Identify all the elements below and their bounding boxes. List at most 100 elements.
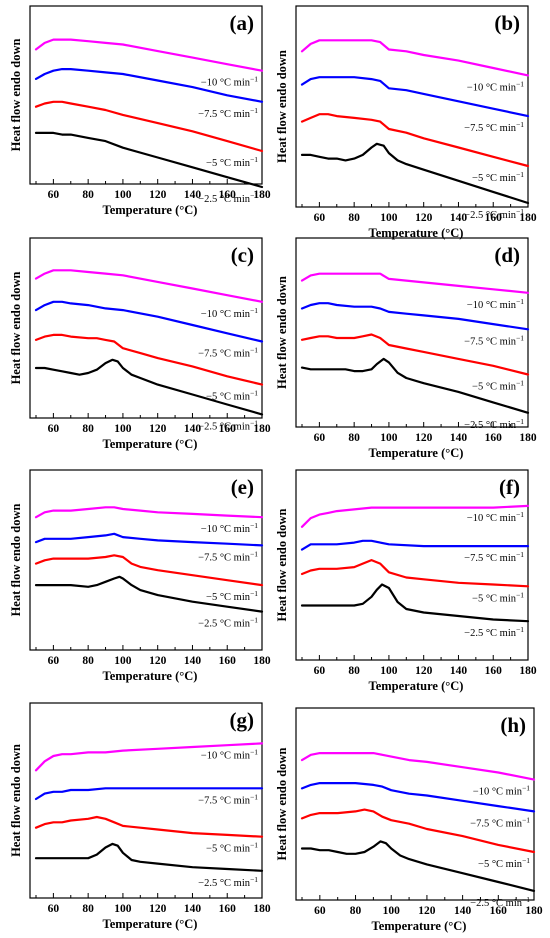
x-tick-label: 60	[314, 432, 326, 444]
series-line	[300, 113, 530, 168]
x-tick-label: 120	[415, 432, 433, 444]
x-tick-label: 180	[253, 189, 271, 201]
plot-frame	[295, 237, 529, 428]
series-rate-label: −2.5 °C min−1	[198, 418, 258, 432]
x-tick-label: 80	[348, 665, 360, 677]
panel-label: (e)	[231, 475, 254, 499]
plot-frame	[29, 237, 263, 419]
y-axis-label: Heat flow endo down	[275, 748, 289, 861]
x-tick-label: 160	[219, 423, 237, 435]
series-rate-label: −2.5 °C min−1	[198, 191, 258, 205]
x-tick-label: 140	[184, 189, 202, 201]
series-rate-label: −5 °C min−1	[472, 590, 524, 604]
x-tick-label: 180	[525, 905, 543, 917]
x-tick-label: 140	[450, 665, 468, 677]
x-tick-label: 120	[415, 665, 433, 677]
series-line	[34, 269, 264, 303]
series-rate-label: −7.5 °C min−1	[198, 106, 258, 120]
panel-label: (c)	[231, 243, 254, 267]
series-rate-label: −5 °C min−1	[206, 589, 258, 603]
x-tick-label: 60	[314, 665, 326, 677]
x-tick-label: 80	[82, 189, 94, 201]
x-tick-label: 120	[149, 423, 167, 435]
series-rate-label: −7.5 °C min−1	[464, 550, 524, 564]
x-axis-label: Temperature (°C)	[369, 226, 464, 240]
x-tick-label: 140	[184, 423, 202, 435]
plot-frame	[29, 469, 263, 651]
series-line	[34, 333, 264, 386]
panel-label: (g)	[230, 708, 255, 732]
x-tick-label: 80	[82, 423, 94, 435]
series-line	[34, 506, 264, 519]
x-tick-label: 60	[48, 655, 60, 667]
series-rate-label: −2.5 °C min−1	[464, 207, 524, 221]
series-line	[34, 842, 264, 872]
x-tick-label: 80	[82, 903, 94, 915]
x-tick-label: 100	[114, 423, 132, 435]
x-tick-label: 100	[380, 432, 398, 444]
x-tick-label: 80	[350, 905, 362, 917]
series-line	[300, 840, 536, 893]
series-rate-label: −10 °C min−1	[467, 79, 524, 93]
panel-b: 60 80 100 120 140 160 180 Temperature (°C) Heat …	[275, 5, 537, 240]
panel-e: 60 80 100 120 140 160 180 Temperature (°C) Heat …	[9, 469, 271, 683]
plot-frame	[295, 469, 529, 661]
series-line	[34, 575, 264, 613]
y-axis-label: Heat flow endo down	[9, 504, 23, 617]
y-axis-label: Heat flow endo down	[9, 39, 23, 152]
x-axis-label: Temperature (°C)	[103, 437, 198, 451]
panel-a: 60 80 100 120 140 160 180 Temperature (°C) Heat …	[9, 5, 271, 217]
x-tick-label: 180	[519, 665, 537, 677]
series-line	[300, 142, 530, 205]
x-tick-label: 100	[114, 655, 132, 667]
series-rate-label: −7.5 °C min−1	[198, 792, 258, 806]
series-rate-label: −5 °C min−1	[472, 170, 524, 184]
x-axis-label: Temperature (°C)	[103, 203, 198, 217]
series-line	[34, 38, 264, 72]
series-rate-label: −2.5 °C min−1	[470, 895, 530, 909]
series-line	[300, 39, 530, 77]
series-line	[34, 815, 264, 838]
panel-label: (f)	[499, 475, 520, 499]
series-line	[34, 554, 264, 587]
series-line	[300, 781, 536, 813]
series-rate-label: −10 °C min−1	[201, 747, 258, 761]
series-rate-label: −5 °C min−1	[206, 841, 258, 855]
x-tick-label: 160	[485, 212, 503, 224]
series-line	[34, 532, 264, 547]
x-tick-label: 60	[314, 905, 326, 917]
x-tick-label: 100	[383, 905, 401, 917]
series-line	[300, 558, 530, 588]
x-tick-label: 140	[184, 903, 202, 915]
y-axis-label: Heat flow endo down	[9, 744, 23, 857]
panel-label: (d)	[494, 243, 520, 267]
x-tick-label: 80	[82, 655, 94, 667]
x-tick-label: 140	[454, 905, 472, 917]
x-tick-label: 100	[114, 903, 132, 915]
series-rate-label: −7.5 °C min−1	[470, 815, 530, 829]
series-rate-label: −10 °C min−1	[473, 784, 530, 798]
x-tick-label: 160	[219, 189, 237, 201]
series-rate-label: −5 °C min−1	[472, 379, 524, 393]
panel-g: 60 80 100 120 140 160 180 Temperature (°C) Heat …	[9, 702, 271, 931]
series-line	[34, 300, 264, 343]
x-axis-label: Temperature (°C)	[103, 917, 198, 931]
y-axis-label: Heat flow endo down	[275, 50, 289, 163]
x-tick-label: 60	[48, 189, 60, 201]
x-tick-label: 100	[114, 189, 132, 201]
x-tick-label: 180	[253, 655, 271, 667]
x-tick-label: 60	[314, 212, 326, 224]
series-line	[34, 787, 264, 801]
x-tick-label: 180	[253, 903, 271, 915]
series-line	[300, 808, 536, 854]
series-line	[300, 357, 530, 414]
x-tick-label: 180	[519, 432, 537, 444]
series-rate-label: −2.5 °C min−1	[198, 616, 258, 630]
series-rate-label: −5 °C min−1	[206, 155, 258, 169]
plot-frame	[295, 5, 529, 208]
series-rate-label: −10 °C min−1	[467, 297, 524, 311]
series-line	[300, 583, 530, 623]
y-axis-label: Heat flow endo down	[275, 276, 289, 389]
x-tick-label: 100	[380, 212, 398, 224]
panel-f: 60 80 100 120 140 160 180 Temperature (°C) Heat …	[275, 469, 537, 693]
